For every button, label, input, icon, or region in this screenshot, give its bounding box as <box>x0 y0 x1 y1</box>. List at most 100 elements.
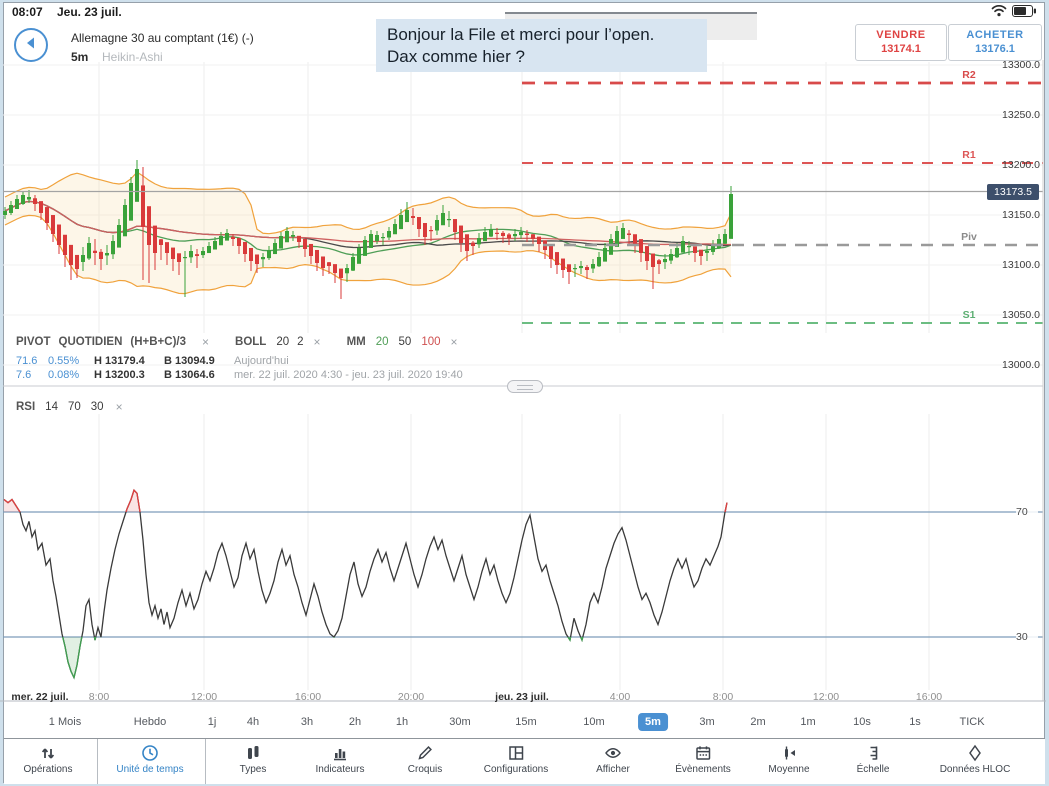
change-points-today: 71.6 <box>16 355 38 367</box>
toolbar-configurations-button[interactable]: Configurations <box>466 743 566 775</box>
timeframe-tick[interactable]: TICK <box>959 716 985 728</box>
timeframe-3h[interactable]: 3h <box>300 716 314 728</box>
timeframe-30m[interactable]: 30m <box>449 716 471 728</box>
toolbar-donnees-hloc-button[interactable]: Données HLOC <box>925 743 1025 775</box>
change-percent-range: 0.08% <box>48 369 80 381</box>
timeframe-5m[interactable]: 5m <box>638 713 668 731</box>
timeframe-1h[interactable]: 1h <box>395 716 409 728</box>
change-points-range: 7.6 <box>16 369 32 381</box>
timeframe-1s[interactable]: 1s <box>909 716 921 728</box>
sell-label: VENDRE <box>876 28 926 41</box>
eye-icon <box>563 743 663 763</box>
price-axis-label: 13150.0 <box>1002 209 1040 221</box>
chat-message-line2: Dax comme hier ? <box>387 46 525 66</box>
price-axis-label: 13200.0 <box>1002 159 1040 171</box>
remove-boll-icon[interactable]: × <box>313 335 321 349</box>
sell-price: 13174.1 <box>881 42 921 55</box>
pencil-icon <box>375 743 475 763</box>
toolbar-echelle-button[interactable]: Échelle <box>823 743 923 775</box>
sell-button[interactable]: VENDRE 13174.1 <box>855 24 947 61</box>
remove-mm-icon[interactable]: × <box>450 335 458 349</box>
current-price-badge: 13173.5 <box>987 184 1039 200</box>
toolbar-moyenne-button[interactable]: Moyenne <box>739 743 839 775</box>
battery-icon <box>1012 4 1037 22</box>
layout-icon <box>466 743 566 763</box>
period-note-today: Aujourd'hui <box>234 355 289 367</box>
status-date: Jeu. 23 juil. <box>57 5 122 19</box>
timeframe-4h[interactable]: 4h <box>246 716 260 728</box>
rsi-level-label-30: 30 <box>1016 631 1038 643</box>
time-axis-label: 16:00 <box>294 691 322 703</box>
toolbar-afficher-button[interactable]: Afficher <box>563 743 663 775</box>
toolbar-evenements-button[interactable]: Évènements <box>653 743 753 775</box>
pivot-label-s1: S1 <box>962 309 976 321</box>
ruler-icon <box>823 743 923 763</box>
high-today: H 13179.4 <box>94 355 145 367</box>
toolbar-divider <box>205 739 206 784</box>
price-axis-label: 13250.0 <box>1002 109 1040 121</box>
timeframe-1m[interactable]: 1m <box>800 716 816 728</box>
pivot-label-piv: Piv <box>961 231 977 243</box>
time-axis-label: 16:00 <box>915 691 943 703</box>
up-down-arrows-icon <box>0 743 98 763</box>
price-axis-label: 13000.0 <box>1002 359 1040 371</box>
timeframe-1-mois[interactable]: 1 Mois <box>48 716 82 728</box>
timeframe-2h[interactable]: 2h <box>348 716 362 728</box>
indicator-legend-row: PIVOT QUOTIDIEN (H+B+C)/3 × BOLL 20 2 × … <box>16 334 463 350</box>
rsi-level-label-70: 70 <box>1016 506 1038 518</box>
pivot-param-1: QUOTIDIEN <box>58 336 123 348</box>
time-axis-label: 4:00 <box>609 691 631 703</box>
toolbar-types-button[interactable]: Types <box>203 743 303 775</box>
candlestick-icon <box>203 743 303 763</box>
status-time: 08:07 <box>12 5 43 19</box>
timeframe-bar: 1 Mois Hebdo 1j 4h 3h 2h 1h 30m 15m 10m 5m 3m 2m 1m 10… <box>4 706 1045 737</box>
wifi-icon <box>991 4 1007 22</box>
rsi-upper-param: 70 <box>67 401 81 413</box>
calendar-icon <box>653 743 753 763</box>
pivot-indicator-name: PIVOT <box>16 336 51 348</box>
mm-period-20: 20 <box>375 336 389 348</box>
remove-pivot-icon[interactable]: × <box>202 335 210 349</box>
status-icons <box>991 4 1037 22</box>
buy-button[interactable]: ACHETER 13176.1 <box>948 24 1042 61</box>
price-axis-label: 13050.0 <box>1002 309 1040 321</box>
bar-chart-icon <box>290 743 390 763</box>
period-note-range: mer. 22 juil. 2020 4:30 - jeu. 23 juil. … <box>234 369 463 381</box>
buy-price: 13176.1 <box>975 42 1015 55</box>
toolbar-unite-de-temps-button[interactable]: Unité de temps <box>100 743 200 775</box>
remove-rsi-icon[interactable]: × <box>115 400 123 414</box>
rsi-lower-param: 30 <box>90 401 104 413</box>
low-today: B 13094.9 <box>164 355 215 367</box>
timeframe-hebdo[interactable]: Hebdo <box>133 716 167 728</box>
mm-period-50: 50 <box>398 336 412 348</box>
toolbar-croquis-button[interactable]: Croquis <box>375 743 475 775</box>
toolbar-operations-button[interactable]: Opérations <box>0 743 98 775</box>
timeframe-10m[interactable]: 10m <box>583 716 605 728</box>
pivot-label-r1: R1 <box>962 149 976 161</box>
timeframe-1j[interactable]: 1j <box>207 716 217 728</box>
pane-divider-handle[interactable] <box>507 380 543 393</box>
price-axis-label: 13100.0 <box>1002 259 1040 271</box>
average-candle-icon <box>739 743 839 763</box>
rsi-legend: RSI 14 70 30 × <box>16 399 123 415</box>
back-arrow-icon <box>23 35 39 56</box>
boll-param-1: 20 <box>276 336 290 348</box>
change-percent-today: 0.55% <box>48 355 80 367</box>
time-axis-label: mer. 22 juil. <box>11 691 69 703</box>
legend-values-range: 7.6 0.08% H 13200.3 B 13064.6 mer. 22 ju… <box>16 368 463 382</box>
toolbar-indicateurs-button[interactable]: Indicateurs <box>290 743 390 775</box>
clock-icon <box>100 743 200 763</box>
timeframe-3m[interactable]: 3m <box>699 716 715 728</box>
time-axis-label: 12:00 <box>190 691 218 703</box>
back-button[interactable] <box>14 28 48 62</box>
timeframe-15m[interactable]: 15m <box>515 716 537 728</box>
time-axis-label: 12:00 <box>812 691 840 703</box>
chat-message-bubble: Bonjour la File et merci pour l’open. Da… <box>376 19 707 72</box>
timeframe-10s[interactable]: 10s <box>853 716 871 728</box>
chat-message-line1: Bonjour la File et merci pour l’open. <box>387 25 655 44</box>
time-axis-label: 8:00 <box>712 691 734 703</box>
mm-period-100: 100 <box>421 336 441 348</box>
timeframe-2m[interactable]: 2m <box>750 716 766 728</box>
rsi-indicator-name: RSI <box>16 401 36 413</box>
low-range: B 13064.6 <box>164 369 215 381</box>
